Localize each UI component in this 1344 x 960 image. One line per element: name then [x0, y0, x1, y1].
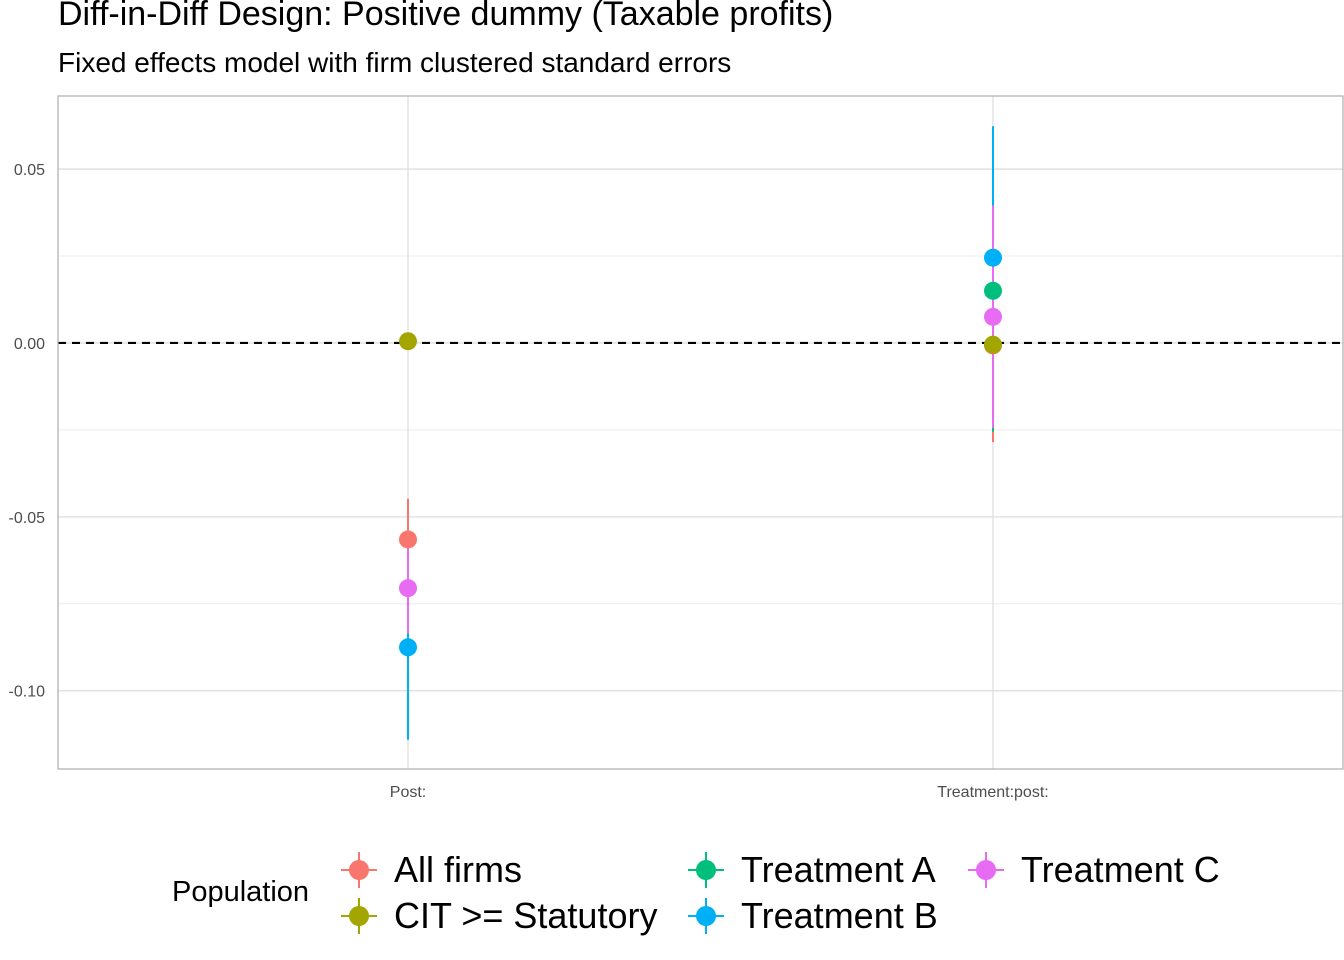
point-treatment-b — [399, 638, 417, 657]
legend-key-dot — [349, 860, 369, 880]
point-treatment-c — [399, 579, 417, 598]
x-axis: Post: Treatment:post: — [390, 784, 1049, 801]
legend-label: Treatment B — [741, 895, 938, 936]
chart-plot: 0.05 0.00 -0.05 -0.10 Post: Treatment:post: — [9, 95, 1344, 801]
legend-key-icon — [341, 852, 377, 888]
plot-border — [57, 95, 1344, 770]
y-tick-label: -0.10 — [9, 684, 46, 701]
legend-key-icon — [341, 898, 377, 934]
point-cit-statutory — [399, 332, 417, 351]
legend-label: All firms — [394, 849, 522, 890]
chart-title: Diff-in-Diff Design: Positive dummy (Tax… — [58, 0, 834, 33]
legend-label: Treatment A — [741, 849, 936, 890]
data-points — [399, 248, 1002, 657]
legend-key-dot — [349, 906, 369, 926]
y-tick-label: 0.05 — [14, 162, 45, 179]
legend-key-icon — [968, 852, 1004, 888]
legend-key-icon — [688, 852, 724, 888]
plot-panel — [58, 96, 1343, 769]
legend-key-dot — [696, 860, 716, 880]
legend-key-icon — [688, 898, 724, 934]
x-tick-label: Treatment:post: — [937, 784, 1048, 801]
legend-label: CIT >= Statutory — [394, 895, 658, 936]
point-treatment-b — [984, 248, 1002, 267]
point-treatment-a — [984, 281, 1002, 300]
legend-title: Population — [172, 876, 310, 908]
legend-key-dot — [976, 860, 996, 880]
x-tick-label: Post: — [390, 784, 426, 801]
chart-subtitle: Fixed effects model with firm clustered … — [58, 47, 732, 78]
point-cit-statutory — [984, 335, 1002, 354]
point-treatment-c — [984, 307, 1002, 326]
point-all-firms — [399, 530, 417, 549]
y-tick-label: -0.05 — [9, 510, 46, 527]
legend-key-dot — [696, 906, 716, 926]
y-tick-label: 0.00 — [14, 336, 45, 353]
legend-label: Treatment C — [1021, 849, 1220, 890]
y-axis: 0.05 0.00 -0.05 -0.10 — [9, 162, 46, 701]
